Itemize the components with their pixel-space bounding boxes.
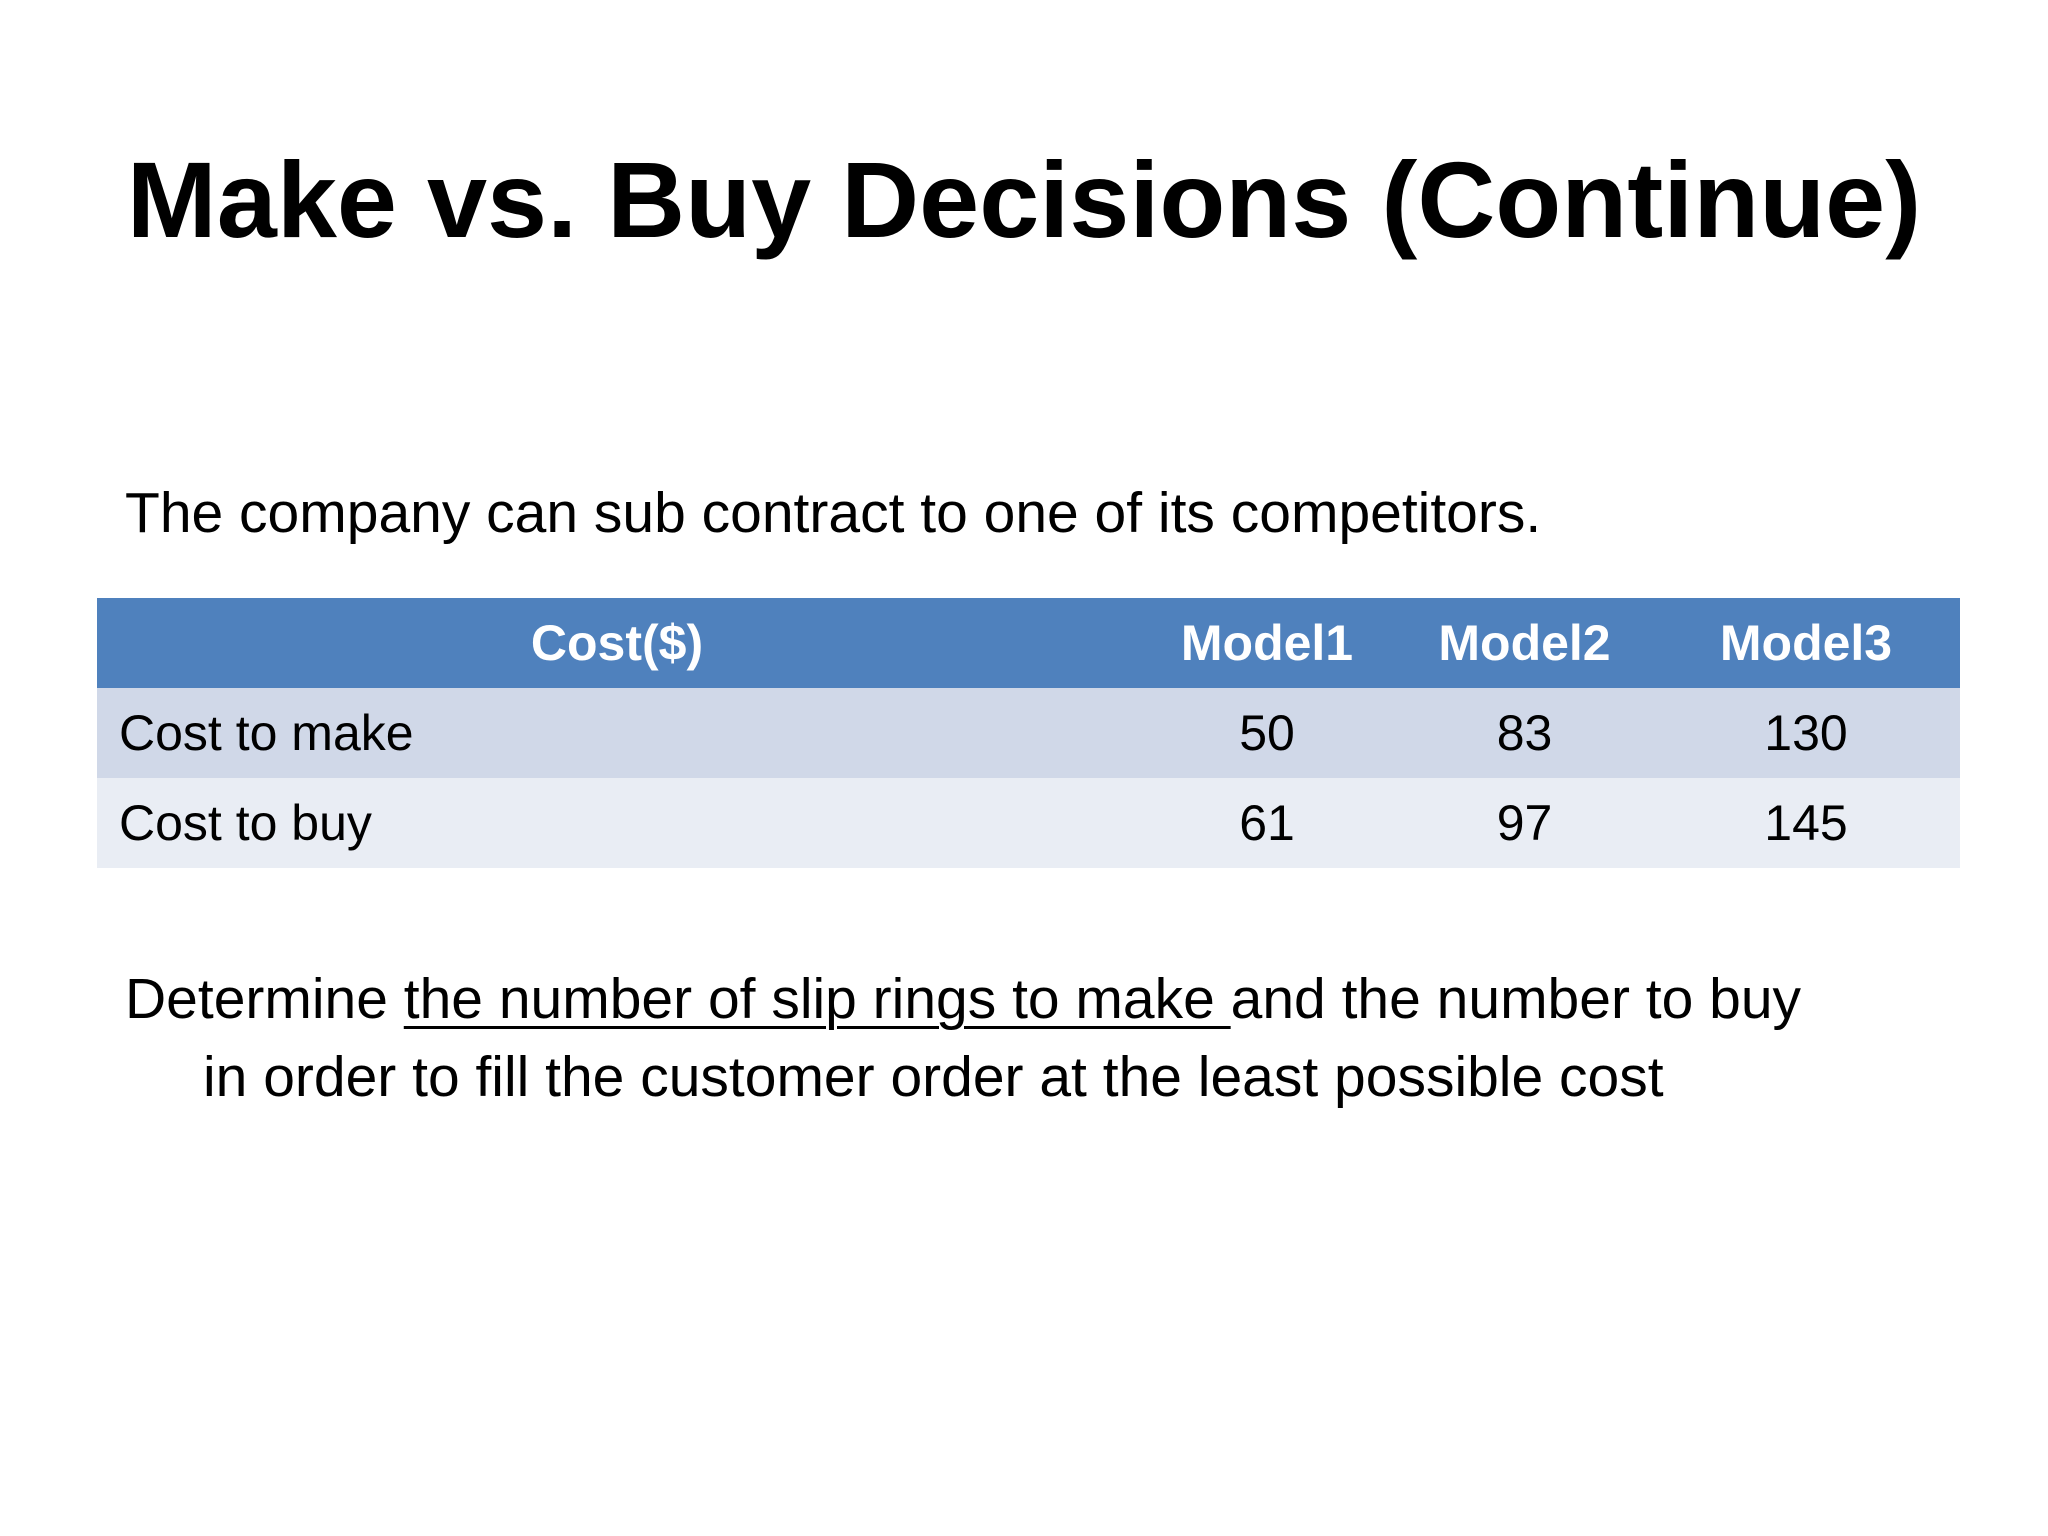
instruction-underlined: the number of slip rings to make xyxy=(403,967,1231,1031)
table-cell: 97 xyxy=(1496,795,1553,851)
instruction-paragraph: Determine the number of slip rings to ma… xyxy=(125,960,1965,1116)
row-label-cost-to-make: Cost to make xyxy=(119,705,414,761)
table-cell: 145 xyxy=(1764,795,1848,851)
header-model2: Model2 xyxy=(1438,615,1611,671)
table-cell: 50 xyxy=(1239,705,1295,761)
instruction-suffix: and the number to buy xyxy=(1230,967,1802,1031)
header-model3: Model3 xyxy=(1719,615,1893,671)
row-label-cost-to-buy: Cost to buy xyxy=(119,795,372,851)
instruction-line-2: in order to fill the customer order at t… xyxy=(203,1045,1664,1109)
instruction-line-1: Determine the number of slip rings to ma… xyxy=(125,960,1965,1038)
table-cell: 83 xyxy=(1496,705,1553,761)
table-cell: 130 xyxy=(1764,705,1848,761)
intro-text: The company can sub contract to one of i… xyxy=(125,481,1542,545)
table-row: Cost to make 50 83 130 xyxy=(97,688,1960,778)
cost-table: Cost($) Model1 Model2 Model3 Cost to mak… xyxy=(97,598,1960,868)
header-cost: Cost($) xyxy=(530,615,704,671)
instruction-prefix: Determine xyxy=(125,967,404,1031)
table-row: Cost to buy 61 97 145 xyxy=(97,778,1960,868)
table-cell: 61 xyxy=(1239,795,1295,851)
table-header-row: Cost($) Model1 Model2 Model3 xyxy=(97,598,1960,688)
header-model1: Model1 xyxy=(1180,615,1354,671)
slide-title: Make vs. Buy Decisions (Continue) xyxy=(126,139,1922,260)
